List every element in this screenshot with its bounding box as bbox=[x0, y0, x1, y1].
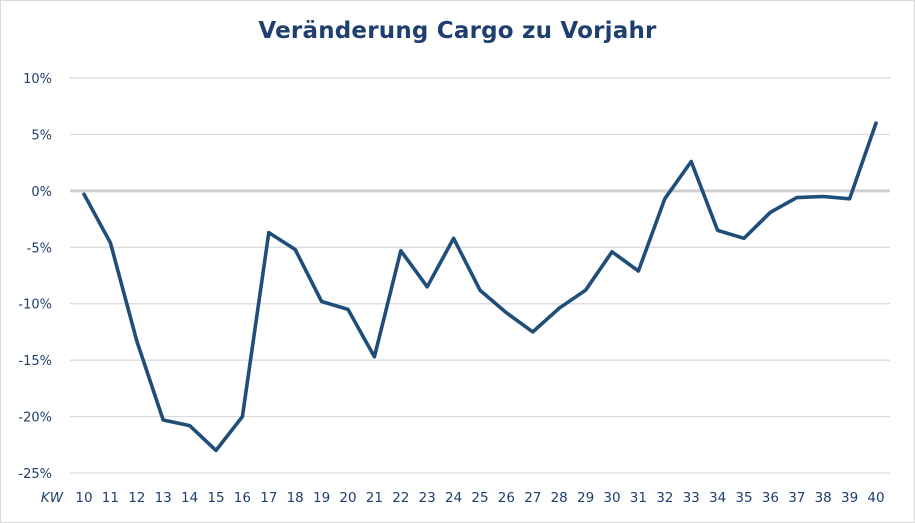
y-tick-label: 5% bbox=[31, 128, 52, 143]
x-tick-label: 27 bbox=[524, 490, 541, 506]
x-tick-label: 26 bbox=[498, 490, 515, 506]
x-tick-label: 37 bbox=[788, 490, 805, 506]
x-tick-label: 33 bbox=[683, 490, 700, 506]
y-tick-label: -5% bbox=[27, 241, 52, 256]
x-tick-label: 35 bbox=[735, 490, 752, 506]
y-tick-label: -20% bbox=[18, 411, 52, 426]
x-tick-label: 16 bbox=[234, 490, 251, 506]
gridlines bbox=[70, 77, 890, 474]
x-tick-label: 29 bbox=[577, 490, 594, 506]
x-tick-label: 10 bbox=[75, 490, 92, 506]
x-tick-label: 30 bbox=[603, 490, 620, 506]
x-tick-label: 36 bbox=[762, 490, 779, 506]
x-axis-labels: KW 10 11 12 13 14 15 16 17 18 19 20 21 22 23 24 25 26 27 2… bbox=[41, 490, 885, 506]
x-tick-label: 39 bbox=[841, 490, 858, 506]
x-tick-label: 20 bbox=[339, 490, 356, 506]
x-tick-label: 22 bbox=[392, 490, 409, 506]
y-tick-label: 0% bbox=[31, 185, 52, 200]
x-tick-label: 34 bbox=[709, 490, 726, 506]
x-tick-label: 31 bbox=[630, 490, 647, 506]
x-tick-label: 13 bbox=[155, 490, 172, 506]
y-tick-label: -25% bbox=[18, 467, 52, 482]
x-tick-label: 21 bbox=[366, 490, 383, 506]
y-tick-label: -15% bbox=[18, 354, 52, 369]
data-line bbox=[82, 121, 878, 453]
x-axis-title: KW bbox=[41, 490, 64, 506]
y-axis-labels: 10% 5% 0% -5% -10% -15% -20% -25% bbox=[18, 72, 52, 482]
x-tick-label: 24 bbox=[445, 490, 462, 506]
x-tick-label: 40 bbox=[867, 490, 884, 506]
x-tick-label: 28 bbox=[551, 490, 568, 506]
x-tick-label: 25 bbox=[471, 490, 488, 506]
x-tick-label: 23 bbox=[419, 490, 436, 506]
x-tick-label: 32 bbox=[656, 490, 673, 506]
x-tick-label: 19 bbox=[313, 490, 330, 506]
x-tick-label: 17 bbox=[260, 490, 277, 506]
y-tick-label: 10% bbox=[23, 72, 52, 87]
x-tick-label: 11 bbox=[102, 490, 119, 506]
x-tick-label: 38 bbox=[815, 490, 832, 506]
x-tick-label: 15 bbox=[207, 490, 224, 506]
y-tick-label: -10% bbox=[18, 298, 52, 313]
chart-title: Veränderung Cargo zu Vorjahr bbox=[258, 18, 657, 44]
x-tick-label: 14 bbox=[181, 490, 198, 506]
x-tick-label: 18 bbox=[287, 490, 304, 506]
x-tick-label: 12 bbox=[128, 490, 145, 506]
